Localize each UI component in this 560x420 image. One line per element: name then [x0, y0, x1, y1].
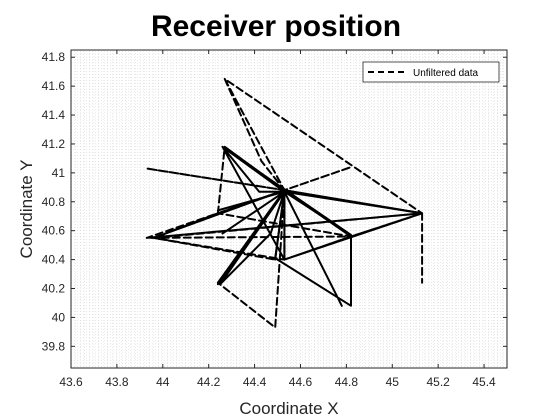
- y-tick-label: 41.6: [42, 79, 66, 93]
- y-tick-label: 41.4: [42, 108, 66, 122]
- legend-entry-unfiltered: Unfiltered data: [413, 68, 478, 79]
- y-tick-label: 41.8: [42, 50, 66, 64]
- y-tick-label: 39.8: [42, 339, 66, 353]
- x-tick-label: 43.6: [59, 375, 83, 389]
- x-tick-label: 45.4: [472, 375, 496, 389]
- x-tick-label: 43.8: [105, 375, 129, 389]
- x-tick-label: 44.8: [335, 375, 359, 389]
- x-tick-label: 44.4: [243, 375, 267, 389]
- legend-box: [362, 61, 500, 83]
- axes-box: [70, 49, 508, 369]
- chart-title: Receiver position: [151, 10, 401, 43]
- y-tick-label: 40.8: [42, 195, 66, 209]
- y-tick-label: 41: [52, 166, 66, 180]
- x-tick-label: 44.2: [197, 375, 221, 389]
- y-axis-label: Coordinate Y: [17, 160, 36, 259]
- y-tick-label: 40.6: [42, 224, 66, 238]
- x-axis-label: Coordinate X: [239, 399, 338, 418]
- legend: Unfiltered data: [362, 61, 500, 83]
- y-tick-label: 40: [52, 310, 66, 324]
- y-tick-label: 40.2: [42, 282, 66, 296]
- x-tick-label: 45: [386, 375, 400, 389]
- y-tick-label: 41.2: [42, 137, 66, 151]
- y-tick-label: 40.4: [42, 253, 66, 267]
- axis-ticks: 43.6 43.8 44 44.2 44.4 44.6 44.8 45 45.2 45.4 39.8…: [42, 50, 507, 389]
- minor-grid: [70, 50, 508, 368]
- x-tick-label: 44.6: [289, 375, 313, 389]
- series-line-solid: [216, 145, 424, 307]
- x-tick-label: 44: [156, 375, 170, 389]
- x-tick-label: 45.2: [426, 375, 450, 389]
- plot-series: [145, 77, 424, 329]
